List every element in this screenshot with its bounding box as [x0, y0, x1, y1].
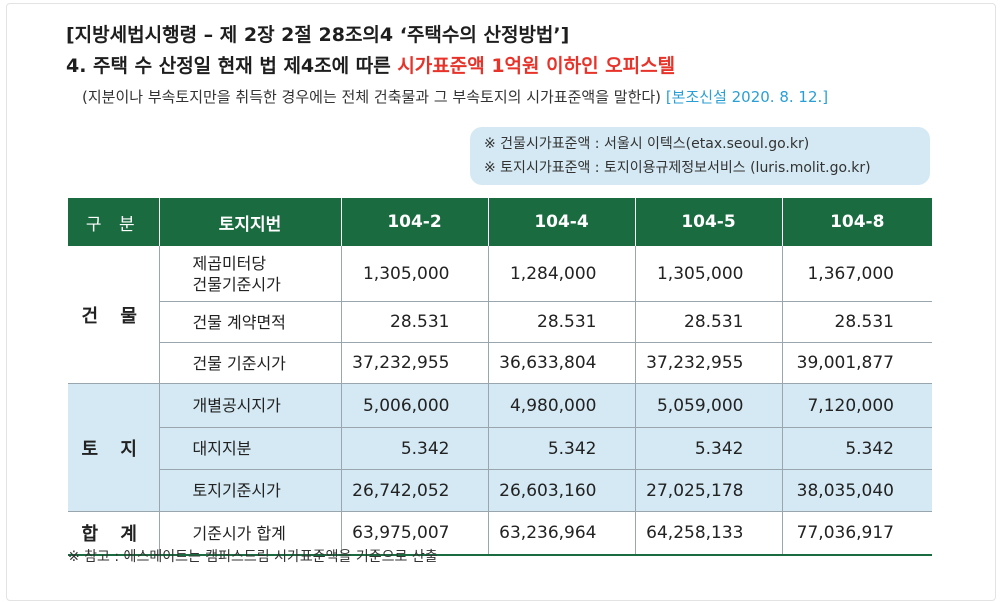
row-label: 제곱미터당 건물기준시가 [159, 246, 342, 302]
table-row: 합 계 기준시가 합계 63,975,007 63,236,964 64,258… [68, 511, 932, 556]
table-cell: 36,633,804 [488, 342, 636, 384]
table-cell: 5.342 [341, 427, 489, 470]
table-cell: 63,236,964 [488, 511, 636, 556]
table-cell: 64,258,133 [635, 511, 783, 556]
table-cell: 5.342 [782, 427, 932, 470]
rule-subnote: (지분이나 부속토지만을 취득한 경우에는 전체 건축물과 그 부속토지의 시가… [82, 86, 828, 107]
land-price-source: ※ 토지시가표준액 : 토지이용규제정보서비스 (luris.molit.go.… [484, 160, 871, 176]
rule-heading-prefix: 4. 주택 수 산정일 현재 법 제4조에 따른 [66, 55, 398, 77]
rule-heading: 4. 주택 수 산정일 현재 법 제4조에 따른 시가표준액 1억원 이하인 오… [66, 51, 675, 78]
row-label-line: 제곱미터당 [192, 253, 267, 273]
table-cell: 4,980,000 [488, 383, 636, 428]
row-label: 기준시가 합계 [159, 511, 342, 556]
table-cell: 37,232,955 [341, 342, 489, 384]
column-header: 104-5 [635, 198, 783, 246]
table-row: 대지지분 5.342 5.342 5.342 5.342 [68, 427, 932, 470]
row-label: 대지지분 [159, 427, 342, 470]
building-price-source: ※ 건물시가표준액 : 서울시 이텍스(etax.seoul.go.kr) [484, 136, 810, 152]
table-cell: 26,603,160 [488, 469, 636, 512]
rule-subnote-date: [본조신설 2020. 8. 12.] [665, 88, 829, 106]
table-cell: 37,232,955 [635, 342, 783, 384]
column-header: 104-2 [341, 198, 489, 246]
table-cell: 1,367,000 [782, 246, 932, 302]
table-cell: 63,975,007 [341, 511, 489, 556]
table-cell: 1,305,000 [341, 246, 489, 302]
table-cell: 28.531 [782, 301, 932, 343]
table-cell: 27,025,178 [635, 469, 783, 512]
table-cell: 77,036,917 [782, 511, 932, 556]
group-label-land: 토 지 [68, 383, 160, 512]
rule-heading-highlight: 시가표준액 1억원 이하인 오피스텔 [397, 55, 676, 77]
footnote: ※ 참고 : 에스메이트는 캠퍼스드림 시가표준액을 기준으로 산출 [68, 549, 438, 565]
table-cell: 39,001,877 [782, 342, 932, 384]
table-cell: 5,006,000 [341, 383, 489, 428]
price-table: 구 분 토지지번 104-2 104-4 104-5 104-8 건 물 제곱미… [68, 198, 932, 556]
table-cell: 26,742,052 [341, 469, 489, 512]
column-header: 104-4 [488, 198, 636, 246]
table-row: 토 지 개별공시지가 5,006,000 4,980,000 5,059,000… [68, 383, 932, 512]
column-header: 토지지번 [159, 198, 342, 246]
table-cell: 38,035,040 [782, 469, 932, 512]
column-header: 104-8 [782, 198, 932, 246]
source-info-box: ※ 건물시가표준액 : 서울시 이텍스(etax.seoul.go.kr) ※ … [470, 127, 930, 185]
row-label: 개별공시지가 [159, 383, 342, 428]
row-label: 토지기준시가 [159, 469, 342, 512]
table-cell: 7,120,000 [782, 383, 932, 428]
table-cell: 5.342 [488, 427, 636, 470]
table-row: 건물 계약면적 28.531 28.531 28.531 28.531 [68, 301, 932, 343]
table-cell: 28.531 [488, 301, 636, 343]
column-header: 구 분 [68, 198, 160, 246]
table-cell: 28.531 [341, 301, 489, 343]
table-row: 건물 기준시가 37,232,955 36,633,804 37,232,955… [68, 342, 932, 384]
table-cell: 28.531 [635, 301, 783, 343]
row-label: 건물 계약면적 [159, 301, 342, 343]
group-label-total: 합 계 [68, 511, 160, 556]
table-cell: 5.342 [635, 427, 783, 470]
table-cell: 1,305,000 [635, 246, 783, 302]
table-row: 토지기준시가 26,742,052 26,603,160 27,025,178 … [68, 469, 932, 512]
table-row: 건 물 제곱미터당 건물기준시가 1,305,000 1,284,000 1,30… [68, 246, 932, 384]
rule-subnote-text: (지분이나 부속토지만을 취득한 경우에는 전체 건축물과 그 부속토지의 시가… [82, 88, 662, 106]
table-cell: 1,284,000 [488, 246, 636, 302]
group-label-building: 건 물 [68, 246, 160, 384]
row-label-line: 건물기준시가 [192, 274, 281, 294]
row-label: 건물 기준시가 [159, 342, 342, 384]
table-cell: 5,059,000 [635, 383, 783, 428]
law-reference-title: [지방세법시행령 – 제 2장 2절 28조의4 ‘주택수의 산정방법’] [66, 24, 570, 46]
table-header-row: 구 분 토지지번 104-2 104-4 104-5 104-8 [68, 198, 932, 246]
